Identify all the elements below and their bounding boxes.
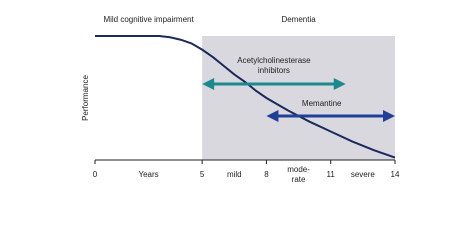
stage-label: mode-rate [287, 165, 310, 184]
arrow-part [202, 78, 215, 90]
y-axis-label: Performance [81, 75, 90, 121]
treatment-arrow [266, 110, 395, 122]
x-tick-label: 0 [93, 170, 98, 179]
treatment-arrow [202, 78, 346, 90]
treatment-label: Acetylcholinesterase inhibitors [237, 56, 311, 75]
stage-label: mild [227, 170, 242, 179]
region-label: Dementia [281, 15, 316, 24]
treatment-label: Memantine [302, 99, 342, 108]
region-shade [202, 36, 395, 160]
x-tick-label: 5 [200, 170, 205, 179]
stage-label: severe [351, 170, 376, 179]
x-tick-label: 14 [391, 170, 400, 179]
region-label: Mild cognitive impairment [103, 15, 194, 24]
chart: Mild cognitive impairment Dementia Perform… [81, 15, 400, 184]
x-tick-label: 8 [264, 170, 269, 179]
arrow-part [266, 110, 279, 122]
arrow-part [333, 78, 346, 90]
x-tick-label: 11 [327, 170, 336, 179]
arrow-part [383, 110, 395, 122]
performance-line [95, 35, 396, 159]
stage-label: Years [138, 170, 158, 179]
